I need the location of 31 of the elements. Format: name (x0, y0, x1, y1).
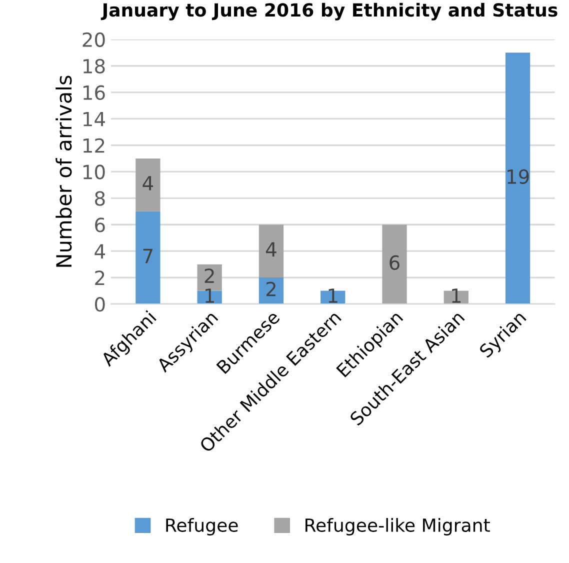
y-tick-label: 0 (95, 296, 105, 312)
y-tick-label: 10 (83, 164, 105, 180)
y-tick-label: 16 (83, 85, 105, 100)
data-label: 4 (142, 176, 154, 190)
bar (258, 278, 284, 304)
data-label: 19 (508, 169, 529, 184)
y-tick-label: 2 (95, 270, 104, 285)
data-label: 2 (266, 282, 276, 296)
data-label: 2 (204, 268, 214, 283)
data-label: 1 (452, 288, 461, 303)
legend-label: Refugee-like Migrant (306, 518, 490, 536)
bar (505, 52, 530, 304)
bar (382, 224, 407, 304)
bar (136, 158, 160, 212)
y-tick-label: 18 (83, 58, 105, 74)
data-label: 6 (390, 255, 400, 270)
legend-label: Refugee (166, 518, 238, 536)
y-tick-label: 20 (82, 32, 105, 48)
y-tick-label: 6 (95, 218, 105, 232)
y-axis-title: Number of arrivals (56, 76, 72, 267)
y-tick-label: 4 (94, 244, 106, 258)
data-label: 7 (143, 248, 152, 264)
y-tick-label: 8 (95, 191, 105, 206)
data-label: 1 (328, 288, 338, 303)
y-tick-label: 14 (83, 112, 106, 126)
y-tick-label: 12 (83, 138, 104, 153)
data-label: 4 (266, 242, 276, 256)
bar (258, 224, 284, 278)
chart-title: January to June 2016 by Ethnicity and Status (100, 2, 558, 20)
data-label: 1 (206, 288, 214, 303)
bar (136, 211, 160, 304)
